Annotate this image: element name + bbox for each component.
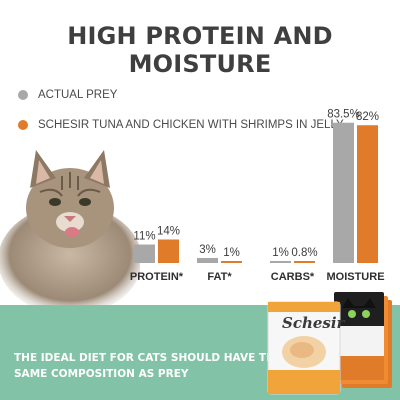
- legend-item-schesir: SCHESIR TUNA AND CHICKEN WITH SHRIMPS IN…: [18, 118, 344, 132]
- bar-prey-0: [134, 244, 155, 263]
- bar-schesir-1: [221, 261, 242, 263]
- bar-prey-1: [197, 257, 218, 263]
- footer-message: THE IDEAL DIET FOR CATS SHOULD HAVE THE …: [14, 352, 283, 380]
- legend-swatch-gray: [18, 90, 28, 100]
- data-label: 14%: [157, 225, 180, 237]
- data-label: 1%: [223, 247, 240, 259]
- bar-prey-2: [270, 261, 291, 263]
- category-label: CARBS*: [271, 271, 315, 283]
- legend-swatch-orange: [18, 120, 28, 130]
- data-label: 11%: [133, 231, 155, 243]
- category-label: PROTEIN*: [130, 271, 184, 283]
- bar-schesir-2: [294, 261, 315, 263]
- legend-label: SCHESIR TUNA AND CHICKEN WITH SHRIMPS IN…: [38, 119, 344, 131]
- data-label: 82%: [356, 111, 379, 123]
- chart-legend: ACTUAL PREY SCHESIR TUNA AND CHICKEN WIT…: [18, 88, 344, 148]
- product-pack-front: [267, 301, 341, 395]
- data-label: 83.5%: [327, 109, 360, 121]
- legend-label: ACTUAL PREY: [38, 89, 118, 101]
- data-label: 1%: [272, 247, 289, 259]
- bar-schesir-0: [158, 239, 179, 263]
- category-label: MOISTURE: [326, 271, 384, 283]
- page-title: HIGH PROTEIN AND MOISTURE: [67, 22, 333, 78]
- kitten-image: [0, 150, 140, 310]
- product-pack-back: [334, 292, 392, 388]
- bar-schesir-3: [357, 125, 378, 264]
- category-label: FAT*: [207, 271, 232, 283]
- data-label: 0.8%: [291, 247, 317, 259]
- brand-logo: Schesir: [282, 314, 345, 332]
- data-label: 3%: [199, 244, 216, 256]
- bar-prey-3: [333, 122, 354, 263]
- legend-item-actual-prey: ACTUAL PREY: [18, 88, 344, 102]
